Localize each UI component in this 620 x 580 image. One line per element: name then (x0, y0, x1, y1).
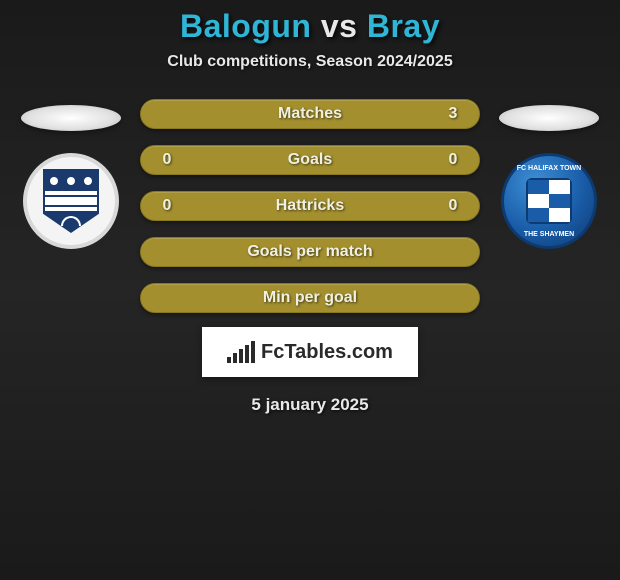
branding-badge: FcTables.com (202, 327, 418, 377)
stat-label: Goals per match (159, 243, 461, 261)
stat-row-gpm: Goals per match (140, 237, 480, 267)
stat-row-hattricks: 0 Hattricks 0 (140, 191, 480, 221)
right-player-oval (499, 105, 599, 131)
title-vs: vs (321, 8, 358, 44)
right-column: FC HALIFAX TOWN THE SHAYMEN (494, 99, 604, 249)
right-club-crest: FC HALIFAX TOWN THE SHAYMEN (501, 153, 597, 249)
page-title: Balogun vs Bray (180, 8, 440, 45)
stat-right-value: 3 (445, 105, 461, 123)
stat-left-value: 0 (159, 197, 175, 215)
stat-label: Min per goal (159, 289, 461, 307)
stat-right-value: 0 (445, 151, 461, 169)
title-left: Balogun (180, 8, 311, 44)
stat-label: Goals (175, 151, 445, 169)
comparison-card: Balogun vs Bray Club competitions, Seaso… (0, 0, 620, 580)
left-player-oval (21, 105, 121, 131)
stat-right-value: 0 (445, 197, 461, 215)
stat-left-value: 0 (159, 151, 175, 169)
date-label: 5 january 2025 (251, 395, 368, 415)
stat-row-matches: Matches 3 (140, 99, 480, 129)
subtitle: Club competitions, Season 2024/2025 (167, 53, 452, 71)
shield-icon (43, 169, 99, 233)
stat-row-mpg: Min per goal (140, 283, 480, 313)
crest-bottom-text: THE SHAYMEN (504, 231, 594, 238)
stat-label: Hattricks (175, 197, 445, 215)
crest-top-text: FC HALIFAX TOWN (510, 162, 588, 240)
bars-icon (227, 341, 255, 363)
stat-label: Matches (175, 105, 445, 123)
left-club-crest (23, 153, 119, 249)
left-column (16, 99, 126, 249)
stats-list: Matches 3 0 Goals 0 0 Hattricks 0 Goals … (140, 99, 480, 313)
content-row: Matches 3 0 Goals 0 0 Hattricks 0 Goals … (0, 99, 620, 313)
title-right: Bray (367, 8, 440, 44)
stat-row-goals: 0 Goals 0 (140, 145, 480, 175)
branding-text: FcTables.com (261, 341, 393, 364)
